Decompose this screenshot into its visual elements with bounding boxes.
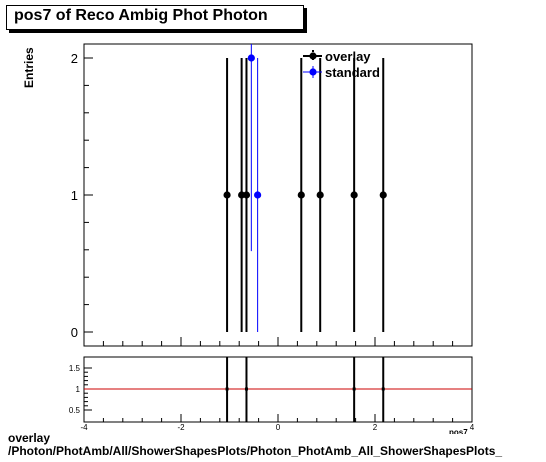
legend-marker-overlay <box>309 52 317 60</box>
chart-title: pos7 of Reco Ambig Phot Photon <box>14 7 268 24</box>
ratio-y-tick-label: 1 <box>76 385 81 394</box>
data-point-standard <box>247 54 255 62</box>
data-point-overlay <box>223 191 231 199</box>
y-tick-label: 1 <box>71 188 78 203</box>
chart-title-box: pos7 of Reco Ambig Phot Photon <box>6 5 304 30</box>
footer-line-2: /Photon/PhotAmb/All/ShowerShapesPlots/Ph… <box>8 444 503 458</box>
data-point-standard <box>254 191 262 199</box>
legend-marker-standard <box>309 68 317 76</box>
ratio-y-tick-label: 0.5 <box>69 406 81 415</box>
legend-label-standard: standard <box>325 65 380 80</box>
data-point-overlay <box>242 191 251 199</box>
y-tick-label: 0 <box>71 325 78 340</box>
y-tick-label: 2 <box>71 51 78 66</box>
footer-line-1: overlay <box>8 431 51 445</box>
data-point-overlay <box>350 191 358 199</box>
ratio-x-tick-label: -4 <box>80 423 88 432</box>
ratio-x-tick-label: 2 <box>373 423 378 432</box>
ratio-point <box>381 387 385 391</box>
ratio-x-tick-label: 0 <box>276 423 281 432</box>
data-point-overlay <box>297 191 305 199</box>
ratio-point <box>225 387 229 391</box>
ratio-point <box>244 387 248 391</box>
data-point-overlay <box>379 191 387 199</box>
ratio-x-tick-label: -2 <box>177 423 185 432</box>
legend-label-overlay: overlay <box>325 49 371 64</box>
ratio-point <box>352 387 356 391</box>
ratio-x-tick-label: 4 <box>470 423 475 432</box>
plot-frame <box>83 43 473 347</box>
y-axis-label: Entries <box>22 47 36 88</box>
x-axis-label: pos7 <box>449 428 468 434</box>
ratio-y-tick-label: 1.5 <box>69 364 81 373</box>
data-point-overlay <box>316 191 324 199</box>
